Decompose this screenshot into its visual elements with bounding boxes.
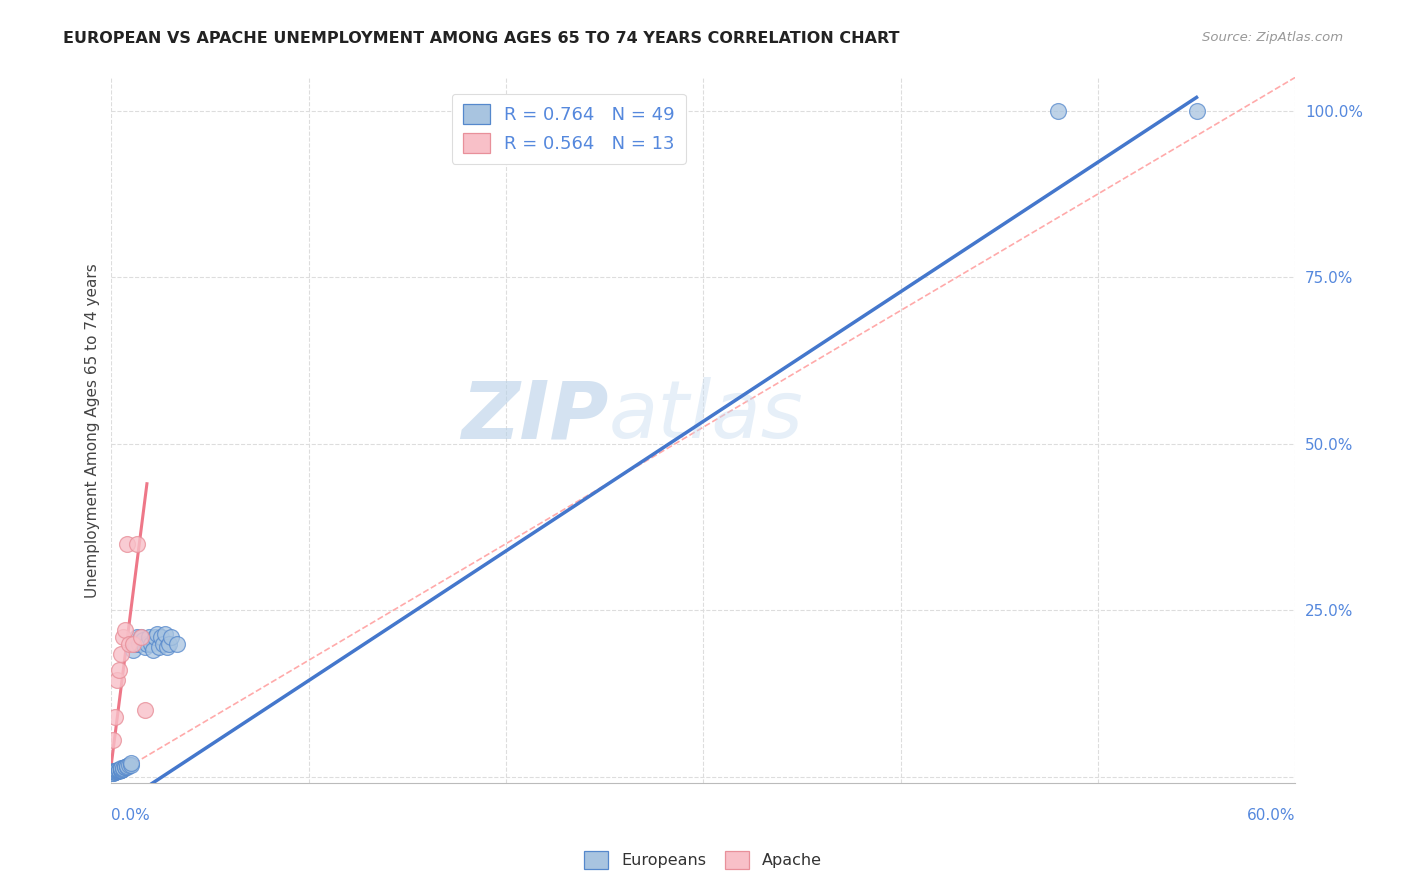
Point (115, 760, 138, 774)
Point (142, 643, 165, 657)
Legend: R = 0.764   N = 49, R = 0.564   N = 13: R = 0.764 N = 49, R = 0.564 N = 13 (451, 94, 686, 164)
Text: Source: ZipAtlas.com: Source: ZipAtlas.com (1202, 31, 1343, 45)
Point (159, 630, 181, 644)
Point (108, 763, 131, 777)
Point (110, 761, 132, 775)
Point (148, 640, 170, 654)
Point (1047, 103, 1070, 118)
Point (104, 764, 127, 779)
Point (134, 703, 156, 717)
Point (114, 760, 136, 774)
Point (110, 762, 132, 776)
Point (153, 626, 176, 640)
Point (128, 637, 150, 651)
Point (1185, 103, 1208, 118)
Point (114, 624, 136, 638)
Point (122, 643, 145, 657)
Text: EUROPEAN VS APACHE UNEMPLOYMENT AMONG AGES 65 TO 74 YEARS CORRELATION CHART: EUROPEAN VS APACHE UNEMPLOYMENT AMONG AG… (63, 31, 900, 46)
Point (108, 764, 131, 778)
Point (104, 710, 127, 724)
Point (104, 765, 127, 780)
Point (105, 763, 128, 777)
Point (103, 764, 125, 779)
Point (112, 630, 135, 644)
Point (114, 760, 136, 774)
Point (120, 756, 142, 771)
Point (103, 766, 125, 780)
Point (110, 763, 132, 777)
Point (112, 762, 135, 776)
Point (143, 630, 166, 644)
Point (110, 763, 132, 777)
Point (104, 765, 127, 780)
Point (115, 537, 138, 551)
Text: ZIP: ZIP (461, 377, 609, 455)
Text: 0.0%: 0.0% (111, 808, 150, 823)
Point (120, 757, 142, 772)
Point (108, 663, 131, 677)
Legend: Europeans, Apache: Europeans, Apache (578, 845, 828, 875)
Point (139, 637, 162, 651)
Point (110, 647, 132, 661)
Point (118, 637, 141, 651)
Point (129, 630, 152, 644)
Point (132, 633, 155, 648)
Point (149, 630, 172, 644)
Point (103, 766, 125, 780)
Point (166, 637, 188, 651)
Point (129, 630, 152, 644)
Point (115, 759, 138, 773)
Point (152, 637, 174, 651)
Point (108, 763, 131, 777)
Point (118, 758, 141, 772)
Point (125, 630, 148, 644)
Point (105, 764, 128, 778)
Point (112, 761, 135, 775)
Point (105, 764, 128, 779)
Point (103, 733, 125, 747)
Point (135, 637, 157, 651)
Point (122, 637, 145, 651)
Y-axis label: Unemployment Among Ages 65 to 74 years: Unemployment Among Ages 65 to 74 years (86, 263, 100, 598)
Point (157, 637, 180, 651)
Point (146, 626, 169, 640)
Point (125, 537, 148, 551)
Point (138, 630, 160, 644)
Point (124, 637, 146, 651)
Text: atlas: atlas (609, 377, 803, 455)
Text: 60.0%: 60.0% (1247, 808, 1295, 823)
Point (105, 673, 128, 688)
Point (156, 640, 179, 654)
Point (110, 763, 132, 777)
Point (134, 640, 156, 654)
